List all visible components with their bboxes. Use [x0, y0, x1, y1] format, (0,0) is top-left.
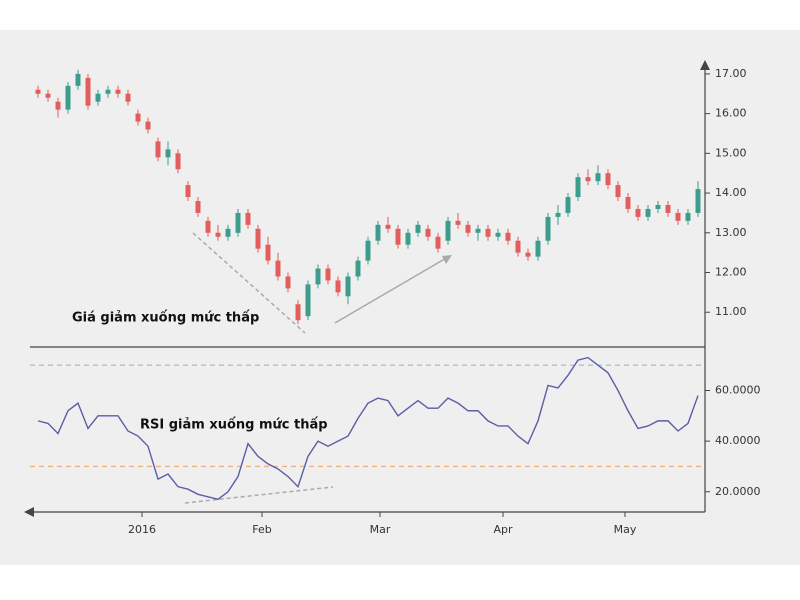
candle-body: [225, 228, 231, 237]
candle-body: [205, 220, 211, 233]
candle-body: [535, 240, 541, 257]
candle-body: [495, 232, 501, 237]
x-tick-label: 2016: [128, 523, 156, 536]
background: [0, 30, 800, 565]
candle-body: [125, 93, 131, 102]
y-tick-label: 40.0000: [715, 434, 761, 447]
candle-body: [425, 228, 431, 237]
candle-body: [585, 177, 591, 182]
candle-body: [485, 228, 491, 237]
candle-body: [145, 121, 151, 130]
candle-body: [215, 232, 221, 237]
candle-body: [375, 224, 381, 241]
y-tick-label: 13.00: [715, 226, 747, 239]
candle-body: [315, 268, 321, 285]
candle-body: [175, 153, 181, 170]
candle-body: [295, 304, 301, 321]
candle-body: [385, 224, 391, 229]
candle-body: [55, 101, 61, 110]
axis-arrow: [700, 60, 710, 70]
candle-body: [525, 252, 531, 257]
y-tick-label: 16.00: [715, 107, 747, 120]
candle-body: [655, 204, 661, 209]
candle-body: [155, 141, 161, 158]
x-tick-label: May: [614, 523, 637, 536]
candle-body: [185, 185, 191, 198]
candle-body: [565, 197, 571, 213]
y-tick-label: 60.0000: [715, 384, 761, 397]
arrow-line: [334, 256, 449, 324]
y-tick-label: 17.00: [715, 67, 747, 80]
candle-body: [365, 240, 371, 261]
candle-body: [415, 224, 421, 233]
candle-body: [695, 189, 701, 213]
y-tick-label: 20.0000: [715, 485, 761, 498]
candle-body: [115, 89, 121, 94]
candle-body: [265, 244, 271, 261]
candle-body: [65, 85, 71, 110]
y-tick-label: 12.00: [715, 266, 747, 279]
candle-body: [255, 228, 261, 249]
candle-body: [45, 93, 51, 98]
candle-body: [675, 212, 681, 221]
candle-body: [285, 276, 291, 289]
y-tick-label: 11.00: [715, 305, 747, 318]
candle-body: [95, 93, 101, 102]
candle-body: [235, 212, 241, 233]
candle-body: [195, 201, 201, 213]
candle-body: [665, 204, 671, 213]
candle-body: [475, 228, 481, 233]
candle-body: [595, 173, 601, 182]
candle-body: [135, 113, 141, 122]
candle-body: [625, 197, 631, 209]
candle-body: [405, 232, 411, 245]
rsi-trend-line: [184, 486, 334, 504]
axis-arrow: [24, 507, 34, 517]
candle-body: [555, 212, 561, 217]
candle-body: [85, 77, 91, 106]
candle-body: [35, 89, 41, 94]
candle-body: [505, 232, 511, 241]
arrow-head: [442, 255, 452, 264]
candle-body: [645, 208, 651, 217]
candle-body: [275, 260, 281, 277]
candle-body: [355, 260, 361, 277]
candle-body: [605, 173, 611, 186]
candle-body: [325, 268, 331, 281]
candle-body: [615, 185, 621, 198]
y-tick-label: 15.00: [715, 146, 747, 159]
x-tick-label: Mar: [370, 523, 391, 536]
candle-body: [445, 220, 451, 241]
candle-body: [545, 216, 551, 241]
x-tick-label: Apr: [493, 523, 513, 536]
annotation: Giá giảm xuống mức thấp: [72, 311, 259, 326]
rsi-line: [37, 356, 699, 501]
candle-body: [105, 89, 111, 94]
candle-body: [575, 177, 581, 198]
candle-body: [75, 73, 81, 86]
candle-body: [345, 276, 351, 297]
candle-body: [435, 236, 441, 249]
candle-body: [455, 220, 461, 225]
candle-body: [465, 224, 471, 233]
y-tick-label: 14.00: [715, 186, 747, 199]
candle-body: [335, 280, 341, 293]
x-tick-label: Feb: [252, 523, 271, 536]
candle-body: [165, 149, 171, 158]
candle-body: [635, 208, 641, 217]
candle-body: [515, 240, 521, 253]
candle-body: [245, 212, 251, 225]
candle-body: [395, 228, 401, 245]
annotation: RSI giảm xuống mức thấp: [140, 418, 328, 433]
candle-body: [305, 284, 311, 317]
candle-body: [685, 212, 691, 221]
